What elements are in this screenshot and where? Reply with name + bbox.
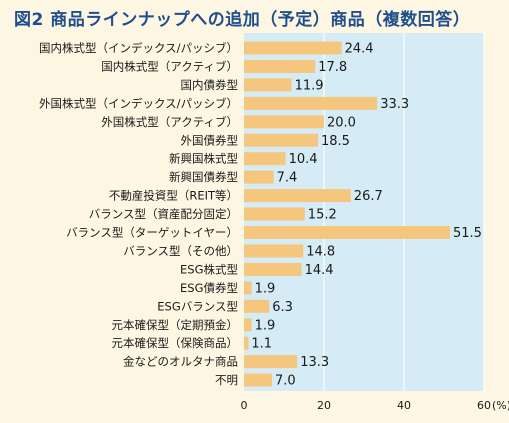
category-label: 不動産投資型（REIT等）: [109, 189, 238, 203]
bar: [244, 170, 274, 184]
category-label: 不明: [215, 373, 238, 387]
category-label: ESGバランス型: [157, 299, 238, 313]
bar: [244, 281, 252, 295]
bar: [244, 318, 252, 332]
category-label: バランス型（ターゲットイヤー）: [66, 226, 238, 240]
category-label: 金などのオルタナ商品: [123, 355, 238, 369]
category-label: 外国株式型（インデックス/パッシブ）: [39, 96, 238, 110]
bar: [244, 133, 318, 147]
bar: [244, 41, 342, 55]
bar: [244, 78, 292, 92]
data-label: 20.0: [327, 115, 356, 130]
category-label: 国内株式型（インデックス/パッシブ）: [39, 41, 238, 55]
data-label: 14.8: [306, 244, 335, 259]
x-tick-label: 60: [477, 399, 491, 412]
category-label: 元本確保型（保険商品）: [112, 336, 239, 350]
bar: [244, 244, 304, 258]
category-label: 新興国債券型: [169, 170, 238, 184]
data-label: 17.8: [318, 60, 347, 75]
data-label: 1.1: [251, 337, 272, 352]
data-label: 24.4: [345, 42, 374, 57]
category-label: 元本確保型（定期預金）: [112, 318, 239, 332]
bar: [244, 207, 305, 221]
data-label: 26.7: [354, 189, 383, 204]
data-label: 7.4: [277, 171, 298, 186]
category-label: バランス型（資産配分固定）: [89, 207, 238, 221]
data-label: 1.9: [255, 281, 276, 296]
x-unit-label: (%): [492, 399, 509, 412]
data-label: 1.9: [255, 318, 276, 333]
data-label: 13.3: [300, 355, 329, 370]
bar: [244, 373, 272, 387]
category-label: ESG債券型: [180, 281, 238, 295]
x-tick-label: 0: [241, 399, 248, 412]
x-tick-label: 40: [397, 399, 411, 412]
bar: [244, 336, 249, 350]
data-label: 11.9: [295, 78, 324, 93]
data-label: 10.4: [289, 152, 318, 167]
bar: [244, 299, 270, 313]
data-label: 6.3: [272, 300, 293, 315]
bar: [244, 96, 378, 110]
bar: [244, 355, 298, 369]
bar: [244, 189, 351, 203]
bar: [244, 152, 286, 166]
bar: [244, 59, 316, 73]
data-label: 33.3: [380, 97, 409, 112]
category-label: 外国株式型（アクティブ）: [101, 115, 238, 129]
data-label: 15.2: [308, 208, 337, 223]
bar: [244, 115, 324, 129]
category-label: ESG株式型: [180, 262, 238, 276]
category-label: 国内株式型（アクティブ）: [101, 59, 238, 73]
category-label: バランス型（その他）: [123, 244, 238, 258]
x-tick-label: 20: [317, 399, 331, 412]
data-label: 51.5: [453, 226, 482, 241]
category-label: 新興国株式型: [169, 152, 238, 166]
category-label: 外国債券型: [181, 133, 239, 147]
data-label: 7.0: [275, 374, 296, 389]
data-label: 14.4: [305, 263, 334, 278]
chart-title: 図2 商品ラインナップへの追加（予定）商品（複数回答）: [14, 10, 471, 30]
bar: [244, 226, 450, 239]
bar: [244, 262, 302, 276]
category-label: 国内債券型: [181, 78, 239, 92]
data-label: 18.5: [321, 134, 350, 149]
